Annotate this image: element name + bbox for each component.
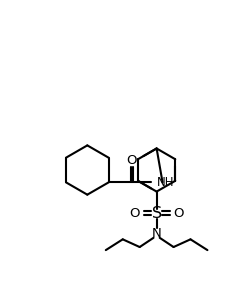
Text: O: O — [126, 154, 137, 167]
Text: O: O — [129, 207, 140, 220]
Text: O: O — [174, 207, 184, 220]
Text: N: N — [152, 227, 162, 240]
Text: S: S — [152, 206, 162, 221]
Text: NH: NH — [156, 176, 174, 189]
